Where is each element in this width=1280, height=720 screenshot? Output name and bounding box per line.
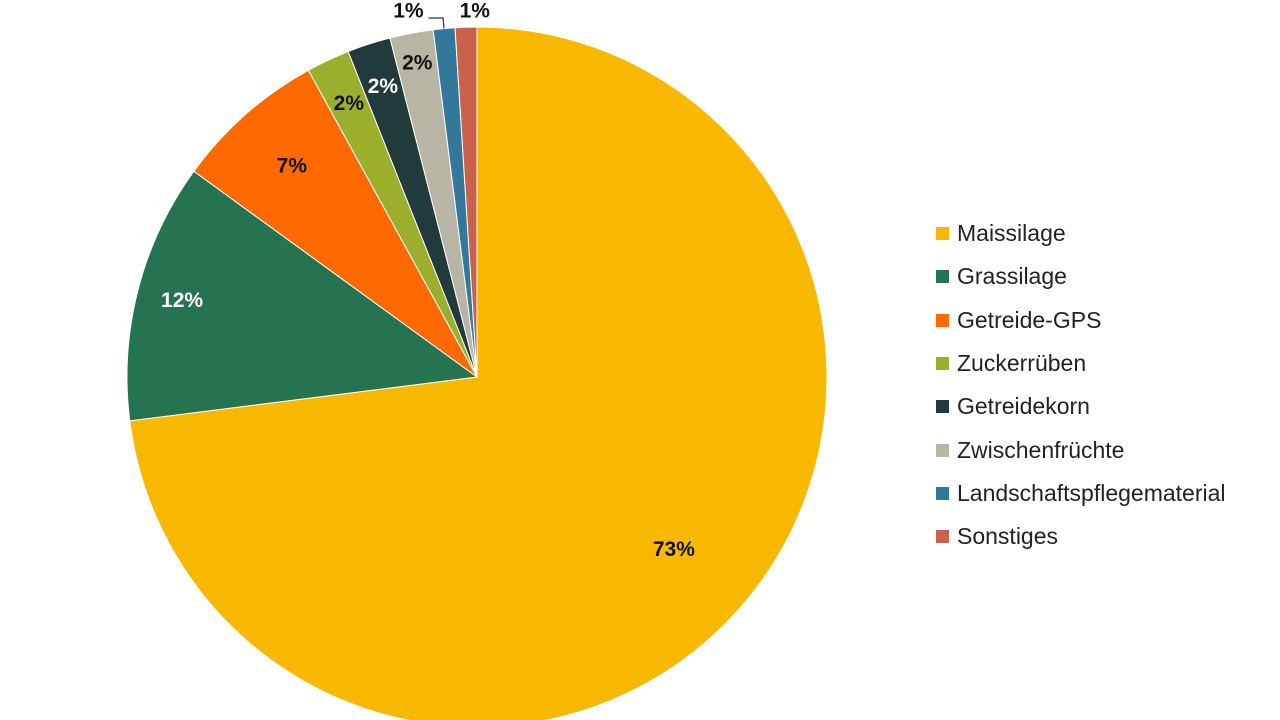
legend-label: Grassilage <box>957 263 1067 290</box>
slice-label-zuckerr-ben: 2% <box>334 92 365 115</box>
slice-label-getreide-gps: 7% <box>277 155 308 178</box>
legend-item-sonstiges: Sonstiges <box>936 515 1226 558</box>
legend-label: Zwischenfrüchte <box>957 436 1125 463</box>
legend-item-maissilage: Maissilage <box>936 212 1226 255</box>
legend-label: Maissilage <box>957 220 1066 247</box>
slice-label-maissilage: 73% <box>653 538 695 561</box>
legend-item-grassilage: Grassilage <box>936 255 1226 298</box>
legend-swatch <box>936 270 949 284</box>
slice-label-getreidekorn: 2% <box>368 75 399 98</box>
legend-item-getreide-gps: Getreide-GPS <box>936 299 1226 342</box>
legend-swatch <box>936 443 949 457</box>
legend-swatch <box>936 530 949 544</box>
pie-slice-grassilage <box>126 170 479 422</box>
legend-swatch <box>936 313 949 327</box>
slice-label-grassilage: 12% <box>161 289 203 312</box>
pie-slice-sonstiges <box>454 26 478 378</box>
legend-label: Landschaftspflegematerial <box>957 479 1226 506</box>
legend-item-landschaftspflegematerial: Landschaftspflegematerial <box>936 472 1226 515</box>
slice-label-sonstiges: 1% <box>460 0 491 23</box>
legend-item-getreidekorn: Getreidekorn <box>936 385 1226 428</box>
slice-label-landschaftspflegematerial: 1% <box>393 0 424 23</box>
legend-item-zuckerr-ben: Zuckerrüben <box>936 342 1226 385</box>
leader-line-landschaftspflegematerial <box>428 17 445 29</box>
legend-label: Zuckerrüben <box>957 350 1087 377</box>
chart-legend: Maissilage Grassilage Getreide-GPS Zuckerrü… <box>936 212 1226 558</box>
slice-label-zwischenfr-chte: 2% <box>402 52 433 75</box>
legend-label: Getreidekorn <box>957 393 1090 420</box>
legend-swatch <box>936 227 949 241</box>
legend-label: Sonstiges <box>957 523 1059 550</box>
pie-slice-maissilage <box>129 26 828 720</box>
legend-item-zwischenfr-chte: Zwischenfrüchte <box>936 428 1226 471</box>
legend-swatch <box>936 357 949 371</box>
legend-label: Getreide-GPS <box>957 306 1102 333</box>
leader-lines <box>428 17 445 29</box>
legend-swatch <box>936 486 949 500</box>
pie-slice-getreide-gps <box>193 69 478 378</box>
slice-labels: 73%12%7%2%2%2%1% 1% <box>161 0 695 561</box>
legend-swatch <box>936 400 949 414</box>
pie-slices <box>126 26 828 720</box>
